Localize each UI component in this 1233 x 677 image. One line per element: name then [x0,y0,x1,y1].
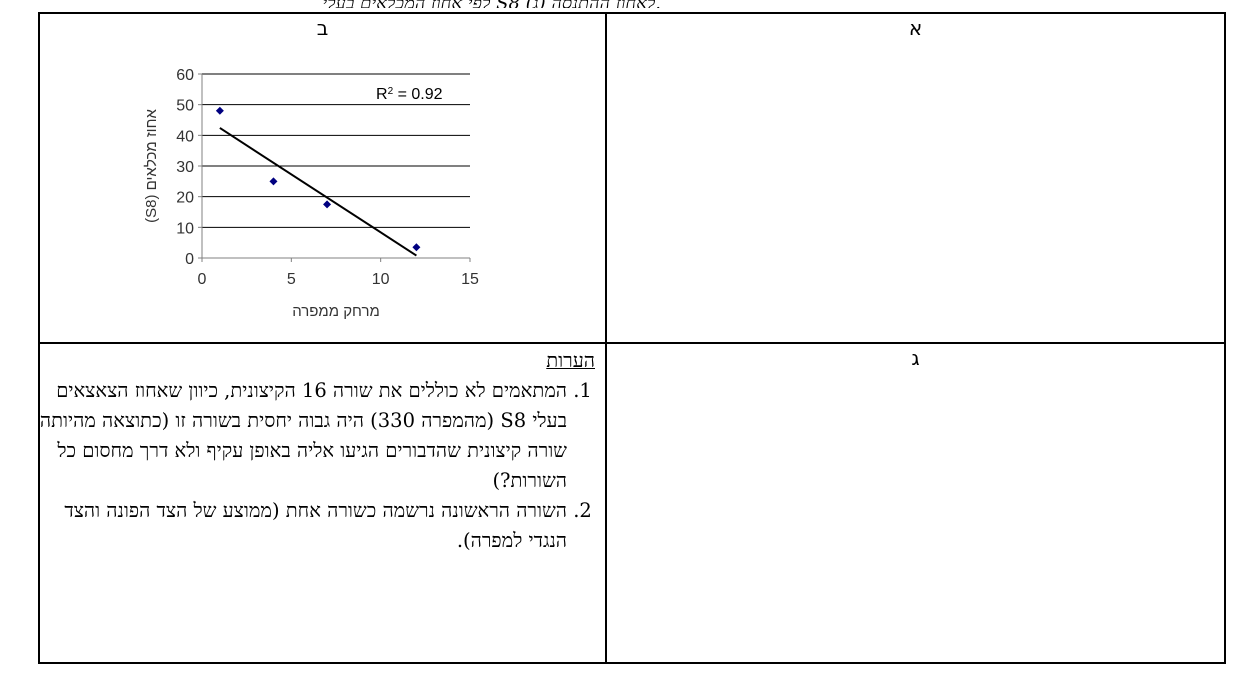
x-axis-label: מרחק ממפרה [292,303,380,320]
cell-c: ג 303540455055600204060אחוז מכלאים (S8)א… [605,342,1226,664]
y-axis-label: אחוז מכלאים (S8) [143,109,160,223]
x-tick-label: 15 [461,271,479,288]
data-point [412,243,421,252]
note-item: השורה הראשונה נרשמה כשורה אחת (ממוצע של … [30,496,567,556]
data-point [215,106,224,115]
note-item: המתאמים לא כוללים את שורה 16 הקיצונית, כ… [30,376,567,496]
r2-label-bg [374,82,470,104]
r2-label: R2 = 0.92 [376,86,443,104]
chart-b: 0 10 20 30 40 50 60 0 5 10 15 מרחק ממפרה אחוז מכלאים… [143,67,479,320]
x-tick-label: 5 [287,271,296,288]
trendline [219,127,417,257]
notes-list: המתאמים לא כוללים את שורה 16 הקיצונית, כ… [30,376,595,556]
y-tick-label: 0 [185,251,194,268]
y-tick-label: 60 [176,67,194,84]
notes: הערות המתאמים לא כוללים את שורה 16 הקיצו… [30,346,595,556]
charts-table: ב 0 10 20 30 40 50 60 0 5 10 15 מרחק ממפרה אחוז מכלא… [38,12,1226,664]
y-tick-label: 30 [176,159,194,176]
panel-title-c: ג [911,346,920,370]
panel-title-a: א [908,16,923,40]
y-tick-label: 10 [176,220,194,237]
notes-cell: הערות המתאמים לא כוללים את שורה 16 הקיצו… [38,342,607,664]
notes-title: הערות [546,349,595,372]
y-tick-label: 20 [176,190,194,207]
y-tick-label: 40 [176,128,194,145]
x-tick-label: 0 [198,271,207,288]
x-tick-label: 10 [372,271,390,288]
header-text: לפי אחוז המכלאים בעלי S8 לאחוז ההתנסה (ג… [322,0,661,8]
panel-title-b: ב [316,16,329,40]
cell-b: ב 0 10 20 30 40 50 60 0 5 10 15 מרחק ממפרה אחוז מכלא… [38,12,607,344]
data-point [323,200,332,209]
chart-c: 303540455055600204060אחוז מכלאים (S8)אחו… [607,344,1224,662]
header-line: לפי אחוז המכלאים בעלי S8 לאחוז ההתנסה (ג… [0,0,1233,8]
y-tick-label: 50 [176,98,194,115]
data-point [269,177,278,186]
